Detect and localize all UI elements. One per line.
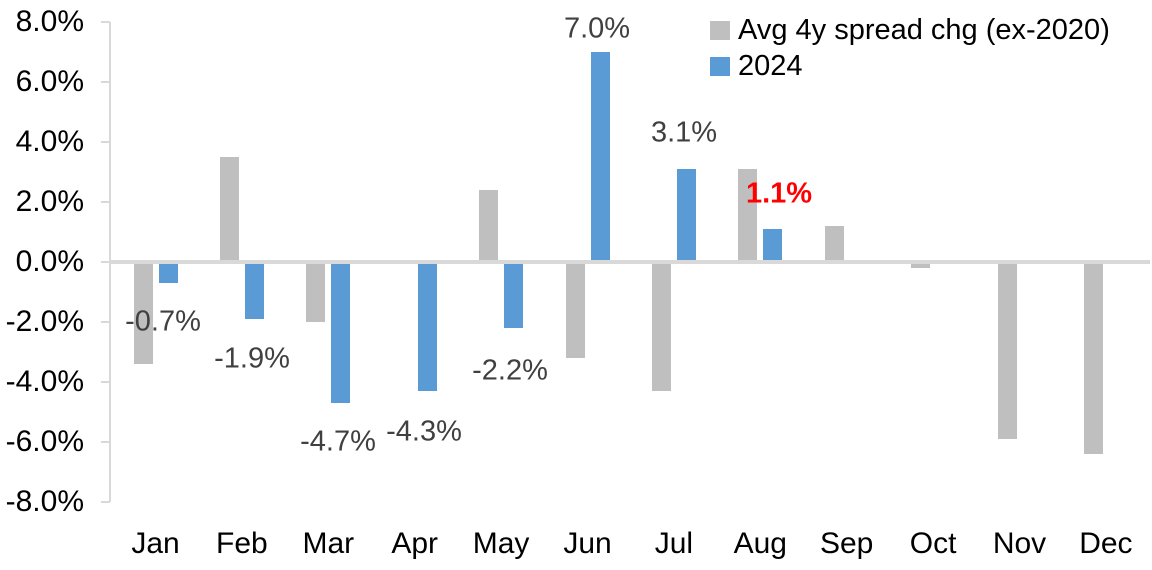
y-axis-tick [101,141,110,143]
y-axis-tick-label: 4.0% [15,125,84,158]
bar-2024-mar [331,262,351,403]
legend-item-avg4y: Avg 4y spread chg (ex-2020) [710,12,1110,48]
x-axis-label-jun: Jun [563,527,612,560]
bar-avg4y-aug [738,169,758,262]
y-axis-tick [101,81,110,83]
legend-label-2024: 2024 [738,49,803,82]
x-axis-label-aug: Aug [733,527,787,560]
bar-avg4y-jun [565,262,585,358]
x-axis-label-may: May [472,527,530,560]
y-axis-tick [101,321,110,323]
data-label: 7.0% [563,12,631,45]
y-axis-tick-label: 2.0% [15,185,84,218]
bar-avg4y-jul [651,262,671,391]
legend: Avg 4y spread chg (ex-2020) 2024 [710,12,1110,84]
bar-avg4y-feb [219,157,239,262]
legend-item-2024: 2024 [710,48,1110,84]
bar-avg4y-jan [133,262,153,364]
bar-2024-may [504,262,524,328]
bar-2024-feb [244,262,264,319]
bar-avg4y-oct [911,262,931,268]
bar-2024-aug [763,229,783,262]
y-axis-tick [101,261,110,263]
legend-label-avg4y: Avg 4y spread chg (ex-2020) [738,13,1110,46]
y-axis-tick-label: 6.0% [15,65,84,98]
data-label: -4.3% [386,415,462,448]
bar-avg4y-mar [306,262,326,322]
bar-2024-apr [417,262,437,391]
y-axis-tick-label: -2.0% [5,305,84,338]
y-axis-tick-label: 0.0% [15,245,84,278]
zero-axis-line [110,260,1150,264]
x-axis-label-sep: Sep [819,527,874,560]
y-axis-tick [101,441,110,443]
data-label: -0.7% [125,305,201,338]
x-axis-label-oct: Oct [909,527,957,560]
data-label: 1.1% [745,177,813,210]
y-axis-tick-label: -6.0% [5,425,84,458]
legend-swatch-avg4y [710,20,730,40]
data-label: -4.7% [300,425,376,458]
y-axis-tick-label: -4.0% [5,365,84,398]
x-axis-label-jan: Jan [131,527,180,560]
bar-avg4y-sep [824,226,844,262]
bar-2024-jan [158,262,178,283]
y-axis-tick-label: -8.0% [5,485,84,518]
bar-avg4y-nov [997,262,1017,439]
x-axis-label-mar: Mar [302,527,355,560]
data-label: 3.1% [650,116,718,149]
data-label: -2.2% [472,354,548,387]
legend-swatch-2024 [710,56,730,76]
x-axis-label-apr: Apr [391,527,439,560]
y-axis-tick [101,501,110,503]
data-label: -1.9% [214,342,290,375]
x-axis-label-nov: Nov [992,527,1047,560]
y-axis-tick [101,21,110,23]
y-axis-tick [101,381,110,383]
bar-2024-jun [590,52,610,262]
y-axis-tick-label: 8.0% [15,5,84,38]
bar-2024-jul [676,169,696,262]
y-axis-tick [101,201,110,203]
x-axis-label-feb: Feb [216,527,268,560]
bar-avg4y-may [479,190,499,262]
x-axis-label-jul: Jul [654,527,694,560]
bar-avg4y-dec [1083,262,1103,454]
x-axis-label-dec: Dec [1079,527,1133,560]
